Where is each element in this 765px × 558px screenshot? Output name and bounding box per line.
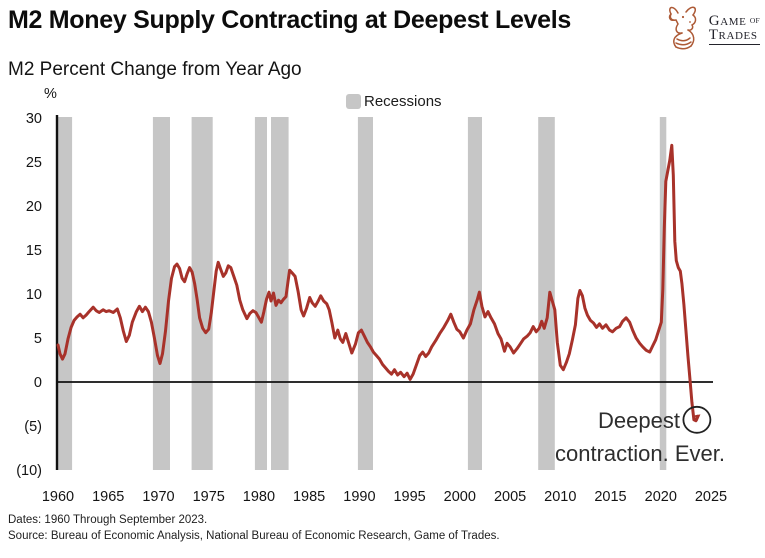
bull-icon [664, 3, 706, 56]
recession-band [357, 117, 373, 470]
x-tick-label: 2020 [645, 489, 677, 505]
y-tick-label: 5 [34, 331, 42, 347]
line-end-arrow [694, 414, 701, 422]
x-tick-label: 1975 [193, 489, 225, 505]
x-tick-label: 2015 [594, 489, 626, 505]
chart-subtitle: M2 Percent Change from Year Ago [8, 59, 302, 80]
deepest-contraction-annotation: Deepest contraction. Ever. [555, 404, 725, 470]
x-tick-label: 1985 [293, 489, 325, 505]
x-tick-label: 1960 [42, 489, 74, 505]
x-tick-label: 1965 [92, 489, 124, 505]
y-tick-label: 20 [26, 199, 42, 215]
recession-band [152, 117, 170, 470]
recession-band [538, 117, 555, 470]
x-tick-label: 2005 [494, 489, 526, 505]
x-tick-label: 2025 [695, 489, 727, 505]
y-tick-label: 10 [26, 287, 42, 303]
x-tick-label: 1995 [393, 489, 425, 505]
recession-legend-swatch [346, 94, 361, 109]
logo-text: Game of Trades [708, 13, 760, 45]
footer-dates: Dates: 1960 Through September 2023. [8, 514, 208, 526]
x-tick-label: 1990 [343, 489, 375, 505]
recession-band [58, 117, 73, 470]
y-tick-label: 15 [26, 243, 42, 259]
legend: Recessions [346, 93, 442, 110]
game-of-trades-logo: Game of Trades [664, 3, 760, 56]
m2-line [56, 143, 699, 423]
recession-band [254, 117, 267, 470]
y-tick-label: (10) [16, 463, 42, 479]
y-tick-label: (5) [24, 419, 42, 435]
annotation-circle [682, 405, 712, 434]
y-axis-unit-label: % [44, 86, 57, 102]
y-tick-label: 0 [34, 375, 42, 391]
y-tick-label: 25 [26, 155, 42, 171]
x-tick-label: 1970 [142, 489, 174, 505]
x-tick-label: 2010 [544, 489, 576, 505]
annotation-line-2: contraction. Ever. [555, 441, 725, 466]
recession-legend-label: Recessions [364, 93, 442, 110]
x-tick-label: 2000 [444, 489, 476, 505]
y-tick-label: 30 [26, 111, 42, 127]
annotation-line-1: Deepest [598, 408, 680, 433]
footer: Dates: 1960 Through September 2023. Sour… [8, 512, 500, 544]
x-tick-label: 1980 [243, 489, 275, 505]
footer-source: Source: Bureau of Economic Analysis, Nat… [8, 530, 500, 542]
page-title: M2 Money Supply Contracting at Deepest L… [8, 6, 572, 34]
